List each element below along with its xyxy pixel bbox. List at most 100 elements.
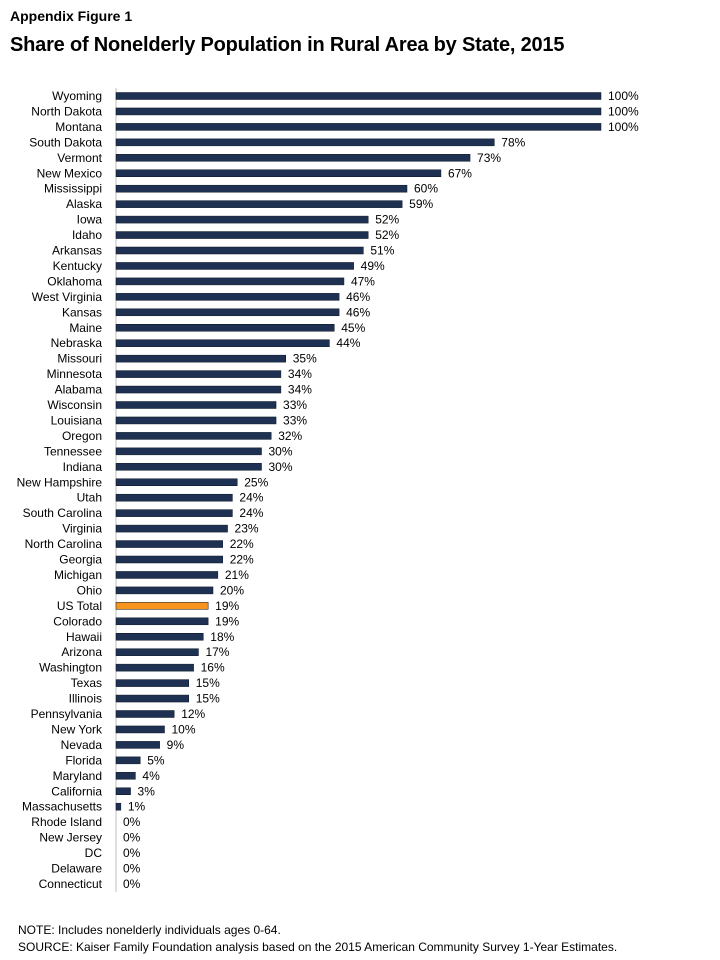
- bar: [115, 509, 233, 517]
- data-label: 100%: [608, 89, 639, 103]
- category-label: Indiana: [63, 460, 103, 474]
- data-label: 52%: [375, 213, 399, 227]
- category-label: Delaware: [51, 862, 102, 876]
- category-label: Colorado: [53, 614, 102, 628]
- category-label: Michigan: [54, 568, 102, 582]
- data-label: 15%: [196, 676, 220, 690]
- bar: [115, 277, 345, 286]
- data-label: 20%: [220, 583, 244, 597]
- data-label: 17%: [205, 645, 229, 659]
- category-label: Wisconsin: [47, 398, 102, 412]
- bar: [115, 169, 442, 177]
- bar: [115, 354, 286, 363]
- category-label: South Dakota: [29, 135, 102, 149]
- data-label: 22%: [230, 537, 254, 551]
- category-label: Kansas: [62, 305, 102, 319]
- data-label: 67%: [448, 166, 472, 180]
- bar: [115, 617, 209, 626]
- data-label: 78%: [501, 135, 525, 149]
- category-label: Tennessee: [44, 444, 102, 458]
- data-label: 0%: [123, 862, 141, 876]
- category-label: Nebraska: [51, 336, 103, 350]
- category-label: Nevada: [61, 738, 103, 752]
- data-label: 23%: [235, 522, 259, 536]
- bar: [115, 293, 340, 301]
- category-label: Arizona: [61, 645, 102, 659]
- bar: [115, 432, 272, 440]
- bar: [115, 370, 282, 378]
- data-label: 100%: [608, 120, 639, 134]
- category-label: Idaho: [72, 228, 102, 242]
- category-label: South Carolina: [23, 506, 103, 520]
- bar: [115, 756, 141, 765]
- chart-source: SOURCE: Kaiser Family Foundation analysi…: [18, 940, 618, 954]
- bar-chart: Wyoming 100% North Dakota 100% Montana 100% So…: [17, 88, 639, 892]
- data-label: 30%: [269, 460, 293, 474]
- bar: [115, 463, 262, 471]
- category-label: Wyoming: [52, 89, 102, 103]
- data-label: 33%: [283, 398, 307, 412]
- data-label: 15%: [196, 692, 220, 706]
- bar: [115, 694, 189, 703]
- bar: [115, 802, 122, 811]
- category-label: North Carolina: [25, 537, 103, 551]
- data-label: 24%: [239, 491, 263, 505]
- bar: [115, 416, 277, 425]
- bar: [115, 154, 471, 162]
- category-label: Connecticut: [39, 877, 103, 891]
- category-label: Pennsylvania: [31, 707, 103, 721]
- bar: [115, 725, 165, 734]
- bar: [115, 524, 228, 533]
- data-label: 12%: [181, 707, 205, 721]
- bar: [115, 324, 335, 332]
- data-label: 16%: [201, 661, 225, 675]
- data-label: 21%: [225, 568, 249, 582]
- category-label: Alabama: [55, 383, 103, 397]
- category-label: Ohio: [77, 583, 103, 597]
- data-label: 52%: [375, 228, 399, 242]
- category-label: Illinois: [69, 692, 102, 706]
- category-label: Washington: [39, 661, 102, 675]
- data-label: 34%: [288, 367, 312, 381]
- category-label: Utah: [77, 491, 102, 505]
- data-label: 0%: [123, 831, 141, 845]
- data-label: 45%: [341, 321, 365, 335]
- bar: [115, 772, 136, 780]
- data-label: 46%: [346, 290, 370, 304]
- category-label: West Virginia: [32, 290, 103, 304]
- data-label: 59%: [409, 197, 433, 211]
- bar: [115, 339, 330, 347]
- data-label: 4%: [142, 769, 160, 783]
- bar: [115, 787, 131, 795]
- category-label: Hawaii: [66, 630, 102, 644]
- bar: [115, 540, 223, 548]
- figure-label: Appendix Figure 1: [10, 8, 133, 24]
- chart-note: NOTE: Includes nonelderly individuals ag…: [18, 923, 281, 937]
- data-label: 0%: [123, 877, 141, 891]
- data-label: 9%: [167, 738, 185, 752]
- data-label: 73%: [477, 151, 501, 165]
- data-label: 5%: [147, 753, 165, 767]
- data-label: 19%: [215, 599, 239, 613]
- bar: [115, 107, 602, 116]
- data-label: 24%: [239, 506, 263, 520]
- data-label: 25%: [244, 475, 268, 489]
- category-label: Minnesota: [47, 367, 103, 381]
- bar: [115, 123, 602, 131]
- data-label: 3%: [138, 784, 156, 798]
- bar: [115, 571, 219, 579]
- category-label: Missouri: [57, 352, 102, 366]
- bar: [115, 648, 199, 656]
- bar: [115, 262, 354, 270]
- data-label: 0%: [123, 815, 141, 829]
- bar: [115, 555, 223, 564]
- data-label: 51%: [370, 244, 394, 258]
- bar: [115, 215, 369, 224]
- category-label: Maine: [69, 321, 102, 335]
- category-label: North Dakota: [31, 104, 102, 118]
- data-label: 46%: [346, 305, 370, 319]
- category-label: California: [51, 784, 102, 798]
- category-label: Montana: [55, 120, 102, 134]
- category-label: Kentucky: [53, 259, 102, 273]
- data-label: 19%: [215, 614, 239, 628]
